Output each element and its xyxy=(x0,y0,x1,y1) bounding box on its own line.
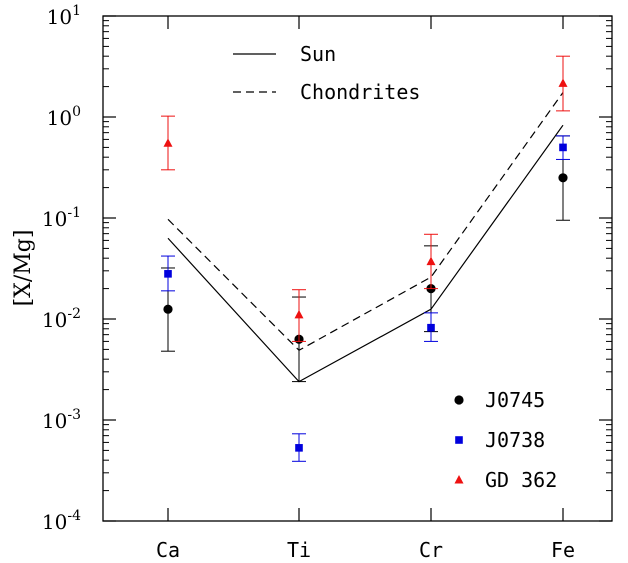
y-tick-label: 101 xyxy=(47,3,81,29)
y-tick-label: 10-4 xyxy=(42,508,81,534)
y-tick-label: 10-3 xyxy=(42,407,81,433)
legend-label-j0738: J0738 xyxy=(485,428,545,452)
x-tick-label-ca: Ca xyxy=(156,538,180,562)
point-j0738-ca-marker xyxy=(164,270,172,278)
point-j0745-fe-marker xyxy=(558,173,568,183)
point-j0738-fe-marker xyxy=(559,143,567,152)
y-tick-label: 10-1 xyxy=(42,205,81,231)
y-tick-label: 100 xyxy=(47,104,81,130)
point-gd-362-ca-marker xyxy=(163,138,173,147)
legend-marker-j0738 xyxy=(455,436,463,444)
legend-layer: Sun Chondrites J0745 J0738 GD 362 xyxy=(233,42,557,492)
point-j0738-ti-marker xyxy=(295,444,303,452)
y-axis-label: [X/Mg] xyxy=(11,230,36,307)
point-gd-362-cr-marker xyxy=(426,256,436,266)
legend-marker-gd-362 xyxy=(454,475,464,484)
point-gd-362-ti-marker xyxy=(294,309,304,319)
legend-label-gd-362: GD 362 xyxy=(485,468,557,492)
legend-label-j0745: J0745 xyxy=(485,388,545,412)
x-tick-label-ti: Ti xyxy=(287,538,311,562)
legend-label-chondrites: Chondrites xyxy=(300,80,420,104)
y-tick-label: 10-2 xyxy=(42,306,81,332)
series-line-chondrites xyxy=(167,92,564,352)
legend-marker-j0745 xyxy=(454,395,464,405)
x-tick-label-cr: Cr xyxy=(419,538,443,562)
legend-label-sun: Sun xyxy=(300,42,336,66)
model-lines-layer xyxy=(167,92,564,383)
point-j0745-ca-marker xyxy=(163,304,173,314)
plot-frame xyxy=(102,15,613,522)
axes-layer: 101 100 10-1 10-2 10-3 10-4 Ca Ti Cr Fe xyxy=(42,3,613,562)
series-line-sun xyxy=(167,124,564,383)
x-tick-label-fe: Fe xyxy=(551,538,575,562)
point-gd-362-fe-marker xyxy=(558,78,568,87)
data-points-layer xyxy=(161,55,570,462)
point-j0738-cr-marker xyxy=(427,323,435,332)
